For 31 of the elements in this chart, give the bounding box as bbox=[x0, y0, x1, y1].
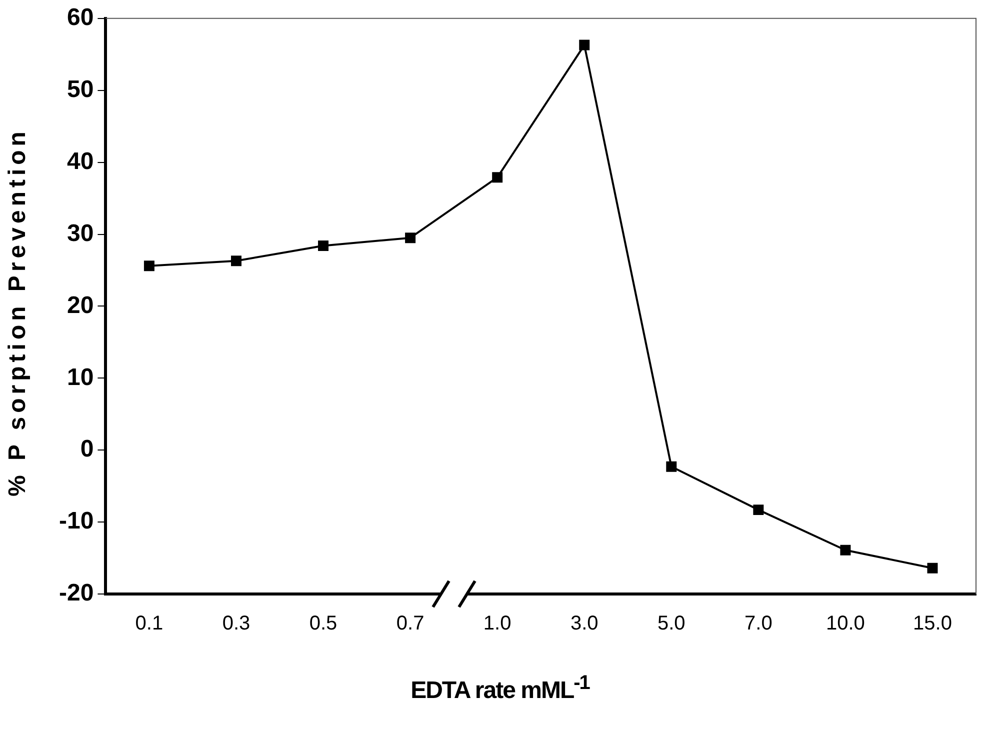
y-tick-label: 50 bbox=[66, 76, 94, 103]
y-tick-label: 60 bbox=[66, 4, 94, 32]
point bbox=[840, 544, 851, 556]
point bbox=[230, 256, 242, 266]
point bbox=[144, 260, 154, 272]
x-tick-label: 10.0 bbox=[826, 612, 865, 635]
x-tick-label: 0.5 bbox=[309, 612, 338, 635]
y-tick-label: 0 bbox=[80, 436, 94, 463]
y-axis-title: % P sorption Prevention bbox=[4, 128, 32, 496]
point bbox=[927, 562, 938, 574]
point bbox=[579, 40, 590, 50]
point bbox=[492, 172, 503, 183]
point bbox=[753, 504, 764, 516]
point bbox=[666, 461, 677, 472]
y-tick-label: 20 bbox=[66, 292, 94, 319]
x-tick-label: 1.0 bbox=[483, 612, 512, 635]
y-tick-label: 30 bbox=[66, 220, 94, 247]
x-tick-label: 0.3 bbox=[222, 612, 250, 635]
point bbox=[405, 232, 416, 244]
x-tick-label: 7.0 bbox=[744, 612, 772, 635]
x-tick-label: 0.7 bbox=[396, 612, 424, 635]
y-tick-label: 40 bbox=[66, 148, 94, 175]
y-tick-label: -20 bbox=[59, 580, 94, 607]
x-tick-label: 15.0 bbox=[913, 612, 952, 635]
point bbox=[318, 240, 329, 252]
y-tick-label: 10 bbox=[66, 364, 94, 391]
x-tick-label: 0.1 bbox=[135, 612, 164, 635]
y-tick-label: -10 bbox=[59, 508, 94, 535]
x-tick-label: 3.0 bbox=[570, 612, 598, 635]
x-tick-label: 5.0 bbox=[657, 612, 686, 635]
x-axis-title: EDTA rate mML$^{-1}$ bbox=[410, 672, 591, 705]
